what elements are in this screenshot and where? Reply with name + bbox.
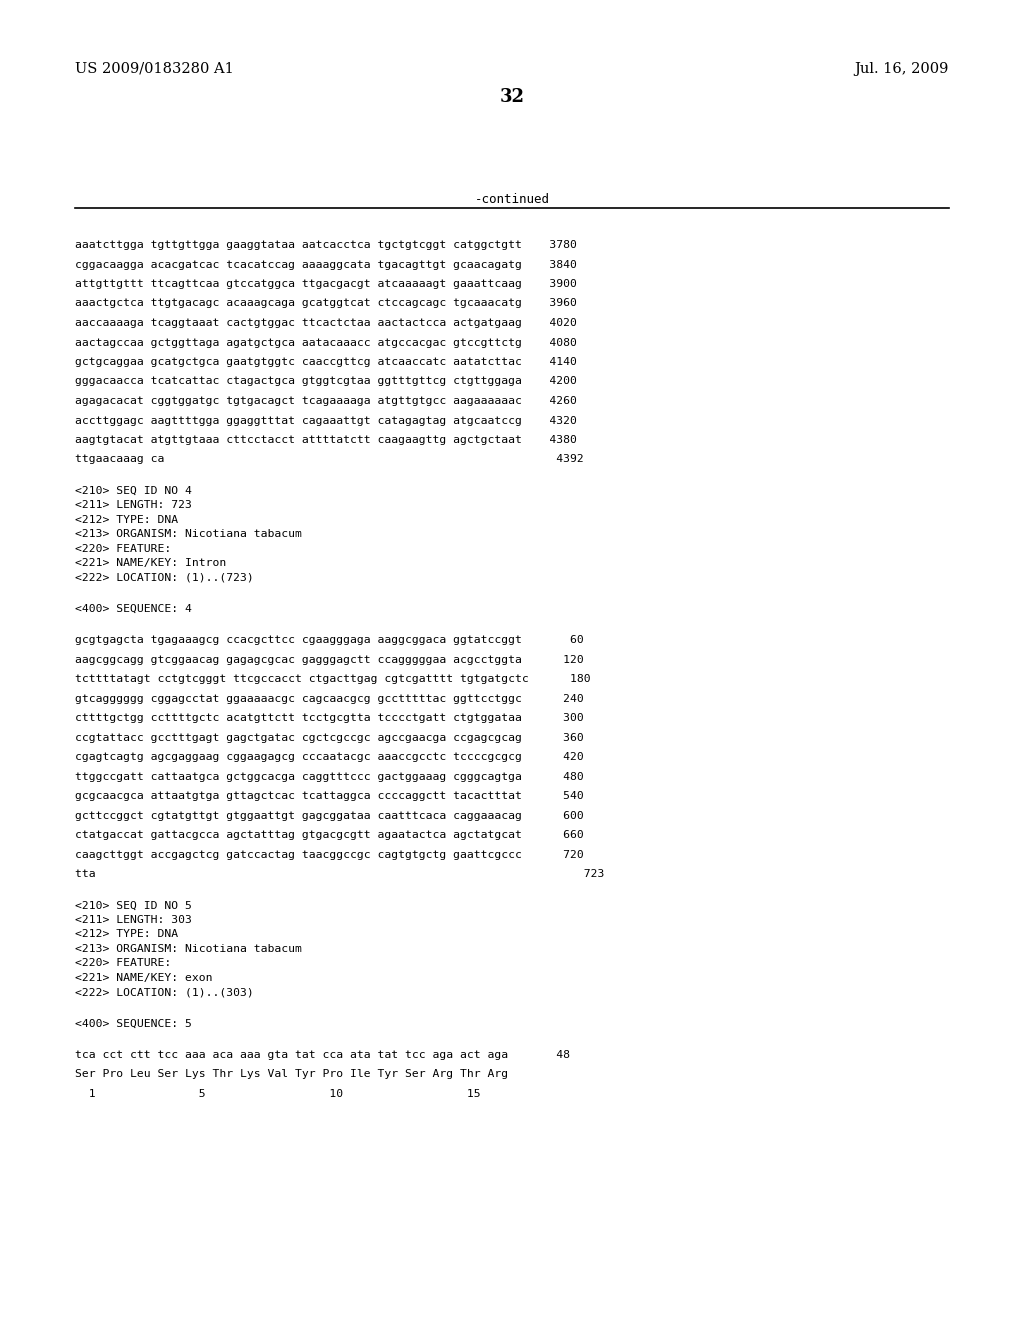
Text: <212> TYPE: DNA: <212> TYPE: DNA xyxy=(75,929,178,940)
Text: cggacaagga acacgatcac tcacatccag aaaaggcata tgacagttgt gcaacagatg    3840: cggacaagga acacgatcac tcacatccag aaaaggc… xyxy=(75,260,577,269)
Text: aaccaaaaga tcaggtaaat cactgtggac ttcactctaa aactactcca actgatgaag    4020: aaccaaaaga tcaggtaaat cactgtggac ttcactc… xyxy=(75,318,577,327)
Text: Jul. 16, 2009: Jul. 16, 2009 xyxy=(855,62,949,77)
Text: accttggagc aagttttgga ggaggtttat cagaaattgt catagagtag atgcaatccg    4320: accttggagc aagttttgga ggaggtttat cagaaat… xyxy=(75,416,577,425)
Text: aactagccaa gctggttaga agatgctgca aatacaaacc atgccacgac gtccgttctg    4080: aactagccaa gctggttaga agatgctgca aatacaa… xyxy=(75,338,577,347)
Text: gcgcaacgca attaatgtga gttagctcac tcattaggca ccccaggctt tacactttat      540: gcgcaacgca attaatgtga gttagctcac tcattag… xyxy=(75,791,584,801)
Text: caagcttggt accgagctcg gatccactag taacggccgc cagtgtgctg gaattcgccc      720: caagcttggt accgagctcg gatccactag taacggc… xyxy=(75,850,584,859)
Text: tcttttatagt cctgtcgggt ttcgccacct ctgacttgag cgtcgatttt tgtgatgctc      180: tcttttatagt cctgtcgggt ttcgccacct ctgact… xyxy=(75,675,591,684)
Text: <220> FEATURE:: <220> FEATURE: xyxy=(75,544,171,553)
Text: <400> SEQUENCE: 5: <400> SEQUENCE: 5 xyxy=(75,1019,191,1028)
Text: -continued: -continued xyxy=(474,193,550,206)
Text: aagtgtacat atgttgtaaa cttcctacct attttatctt caagaagttg agctgctaat    4380: aagtgtacat atgttgtaaa cttcctacct attttat… xyxy=(75,436,577,445)
Text: gctgcaggaa gcatgctgca gaatgtggtc caaccgttcg atcaaccatc aatatcttac    4140: gctgcaggaa gcatgctgca gaatgtggtc caaccgt… xyxy=(75,356,577,367)
Text: 32: 32 xyxy=(500,88,524,106)
Text: ttggccgatt cattaatgca gctggcacga caggtttccc gactggaaag cgggcagtga      480: ttggccgatt cattaatgca gctggcacga caggttt… xyxy=(75,772,584,781)
Text: <211> LENGTH: 723: <211> LENGTH: 723 xyxy=(75,500,191,511)
Text: ctatgaccat gattacgcca agctatttag gtgacgcgtt agaatactca agctatgcat      660: ctatgaccat gattacgcca agctatttag gtgacgc… xyxy=(75,830,584,840)
Text: <210> SEQ ID NO 5: <210> SEQ ID NO 5 xyxy=(75,900,191,911)
Text: <222> LOCATION: (1)..(723): <222> LOCATION: (1)..(723) xyxy=(75,573,254,582)
Text: <220> FEATURE:: <220> FEATURE: xyxy=(75,958,171,969)
Text: ttgaacaaag ca                                                         4392: ttgaacaaag ca 4392 xyxy=(75,454,584,465)
Text: ccgtattacc gcctttgagt gagctgatac cgctcgccgc agccgaacga ccgagcgcag      360: ccgtattacc gcctttgagt gagctgatac cgctcgc… xyxy=(75,733,584,743)
Text: tca cct ctt tcc aaa aca aaa gta tat cca ata tat tcc aga act aga       48: tca cct ctt tcc aaa aca aaa gta tat cca … xyxy=(75,1049,570,1060)
Text: gggacaacca tcatcattac ctagactgca gtggtcgtaa ggtttgttcg ctgttggaga    4200: gggacaacca tcatcattac ctagactgca gtggtcg… xyxy=(75,376,577,387)
Text: attgttgttt ttcagttcaa gtccatggca ttgacgacgt atcaaaaagt gaaattcaag    3900: attgttgttt ttcagttcaa gtccatggca ttgacga… xyxy=(75,279,577,289)
Text: US 2009/0183280 A1: US 2009/0183280 A1 xyxy=(75,62,233,77)
Text: gcgtgagcta tgagaaagcg ccacgcttcc cgaagggaga aaggcggaca ggtatccggt       60: gcgtgagcta tgagaaagcg ccacgcttcc cgaaggg… xyxy=(75,635,584,645)
Text: tta                                                                       723: tta 723 xyxy=(75,869,604,879)
Text: <222> LOCATION: (1)..(303): <222> LOCATION: (1)..(303) xyxy=(75,987,254,998)
Text: aaatcttgga tgttgttgga gaaggtataa aatcacctca tgctgtcggt catggctgtt    3780: aaatcttgga tgttgttgga gaaggtataa aatcacc… xyxy=(75,240,577,249)
Text: aagcggcagg gtcggaacag gagagcgcac gagggagctt ccagggggaa acgcctggta      120: aagcggcagg gtcggaacag gagagcgcac gagggag… xyxy=(75,655,584,664)
Text: gtcagggggg cggagcctat ggaaaaacgc cagcaacgcg gcctttttac ggttcctggc      240: gtcagggggg cggagcctat ggaaaaacgc cagcaac… xyxy=(75,693,584,704)
Text: <210> SEQ ID NO 4: <210> SEQ ID NO 4 xyxy=(75,486,191,496)
Text: <221> NAME/KEY: exon: <221> NAME/KEY: exon xyxy=(75,973,213,983)
Text: cgagtcagtg agcgaggaag cggaagagcg cccaatacgc aaaccgcctc tccccgcgcg      420: cgagtcagtg agcgaggaag cggaagagcg cccaata… xyxy=(75,752,584,762)
Text: Ser Pro Leu Ser Lys Thr Lys Val Tyr Pro Ile Tyr Ser Arg Thr Arg: Ser Pro Leu Ser Lys Thr Lys Val Tyr Pro … xyxy=(75,1069,508,1080)
Text: <213> ORGANISM: Nicotiana tabacum: <213> ORGANISM: Nicotiana tabacum xyxy=(75,529,302,539)
Text: <213> ORGANISM: Nicotiana tabacum: <213> ORGANISM: Nicotiana tabacum xyxy=(75,944,302,954)
Text: <212> TYPE: DNA: <212> TYPE: DNA xyxy=(75,515,178,525)
Text: agagacacat cggtggatgc tgtgacagct tcagaaaaga atgttgtgcc aagaaaaaac    4260: agagacacat cggtggatgc tgtgacagct tcagaaa… xyxy=(75,396,577,407)
Text: cttttgctgg ccttttgctc acatgttctt tcctgcgtta tcccctgatt ctgtggataa      300: cttttgctgg ccttttgctc acatgttctt tcctgcg… xyxy=(75,713,584,723)
Text: aaactgctca ttgtgacagc acaaagcaga gcatggtcat ctccagcagc tgcaaacatg    3960: aaactgctca ttgtgacagc acaaagcaga gcatggt… xyxy=(75,298,577,309)
Text: <221> NAME/KEY: Intron: <221> NAME/KEY: Intron xyxy=(75,558,226,568)
Text: gcttccggct cgtatgttgt gtggaattgt gagcggataa caatttcaca caggaaacag      600: gcttccggct cgtatgttgt gtggaattgt gagcgga… xyxy=(75,810,584,821)
Text: 1               5                  10                  15: 1 5 10 15 xyxy=(75,1089,480,1098)
Text: <211> LENGTH: 303: <211> LENGTH: 303 xyxy=(75,915,191,925)
Text: <400> SEQUENCE: 4: <400> SEQUENCE: 4 xyxy=(75,605,191,614)
